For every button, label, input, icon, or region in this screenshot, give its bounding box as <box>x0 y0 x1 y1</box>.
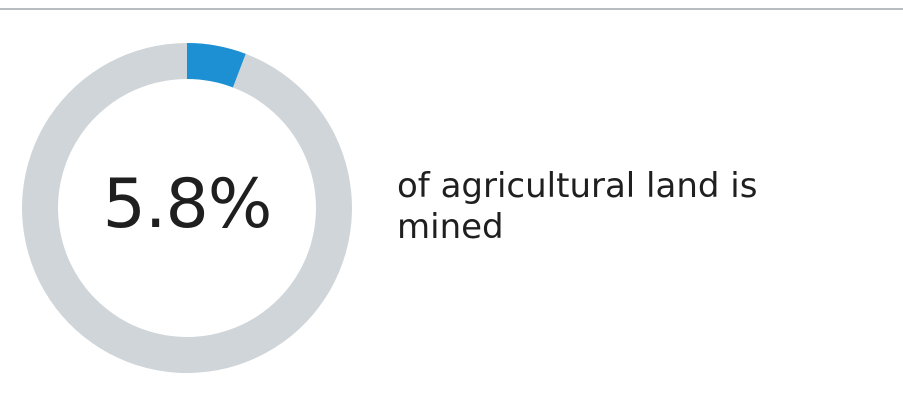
top-divider <box>0 8 903 10</box>
donut-svg <box>22 43 352 373</box>
donut-slice-highlight <box>187 43 246 88</box>
donut-chart: 5.8% <box>22 43 352 373</box>
donut-caption: of agricultural land is mined <box>397 166 758 247</box>
donut-center-value: 5.8% <box>102 164 273 244</box>
